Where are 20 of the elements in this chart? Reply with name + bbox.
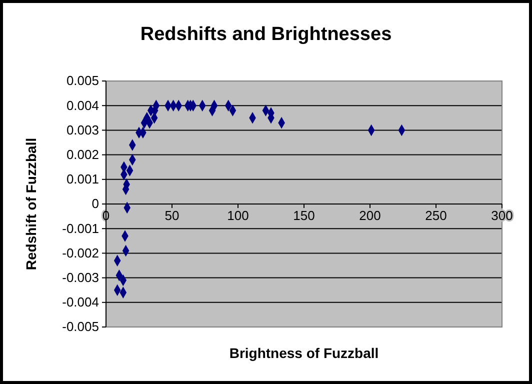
y-tick-label: -0.004 [62,294,99,310]
y-tick-label: 0.005 [66,73,99,88]
y-tick-label: 0.004 [66,98,99,113]
y-axis-title: Redshift of Fuzzball [23,138,39,270]
y-tick-label: 0.001 [66,172,99,187]
x-tick-label: 150 [293,208,315,224]
x-tick-label: 100 [227,208,249,224]
x-tick-label: 50 [164,208,180,224]
y-tick-label: 0 [92,196,99,212]
y-tick-label: 0.002 [66,146,99,162]
y-tick-label: -0.001 [62,220,99,236]
y-tick-label: 0.003 [66,122,99,138]
y-tick-label: -0.003 [62,270,99,285]
x-tick-label: 300 [491,208,513,224]
x-axis-title: Brightness of Fuzzball [229,345,379,361]
y-tick-label: -0.002 [62,245,99,260]
y-tick-label: -0.005 [62,319,99,334]
x-tick-label: 250 [425,208,447,224]
chart-title: Redshifts and Brightnesses [140,24,392,45]
x-tick-label: 200 [359,208,381,224]
